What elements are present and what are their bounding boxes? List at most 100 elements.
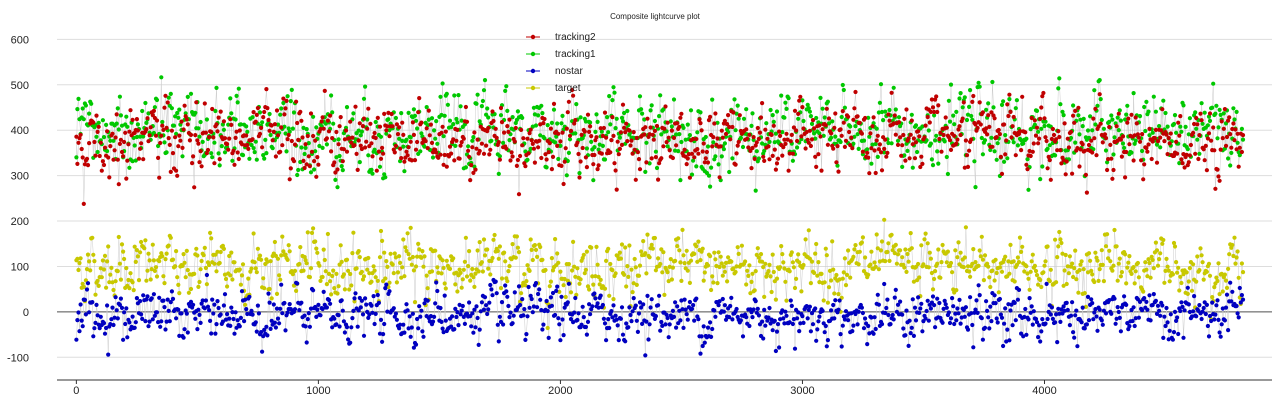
legend-label-tracking2: tracking2: [555, 32, 596, 43]
data-point-target: [98, 266, 103, 271]
data-point-target: [357, 255, 362, 260]
data-point-nostar: [1012, 300, 1017, 305]
data-point-nostar: [840, 323, 845, 328]
data-point-tracking2: [398, 146, 403, 151]
data-point-tracking1: [183, 111, 188, 116]
data-point-tracking2: [1136, 135, 1141, 140]
data-point-tracking2: [251, 110, 256, 115]
data-point-tracking2: [1082, 148, 1087, 153]
data-point-tracking2: [354, 151, 359, 156]
data-point-tracking2: [866, 155, 871, 160]
data-point-nostar: [1073, 313, 1078, 318]
data-point-target: [1132, 281, 1137, 286]
data-point-tracking2: [806, 140, 811, 145]
data-point-tracking1: [489, 138, 494, 143]
data-point-tracking2: [784, 131, 789, 136]
data-point-target: [144, 278, 149, 283]
data-point-target: [387, 280, 392, 285]
data-point-tracking2: [117, 141, 122, 146]
data-point-tracking2: [817, 123, 822, 128]
data-point-tracking1: [125, 124, 130, 129]
data-point-nostar: [401, 322, 406, 327]
data-point-tracking2: [579, 132, 584, 137]
data-point-tracking2: [76, 140, 81, 145]
data-point-tracking2: [436, 155, 441, 160]
data-point-tracking1: [479, 104, 484, 109]
data-point-target: [1220, 289, 1225, 294]
data-point-tracking2: [1186, 160, 1191, 165]
data-point-nostar: [439, 319, 444, 324]
data-point-tracking2: [908, 132, 913, 137]
data-point-tracking2: [525, 136, 530, 141]
data-point-nostar: [863, 316, 868, 321]
data-point-nostar: [1172, 309, 1178, 314]
data-point-tracking1: [806, 106, 811, 111]
data-point-nostar: [297, 308, 302, 313]
data-point-target: [1085, 270, 1091, 275]
data-point-tracking2: [592, 152, 597, 158]
data-point-tracking1: [538, 133, 543, 138]
data-point-tracking2: [359, 146, 364, 152]
data-point-target: [84, 267, 90, 272]
data-point-target: [361, 274, 367, 279]
data-point-target: [848, 275, 853, 280]
data-point-target: [1076, 290, 1081, 295]
data-point-tracking2: [589, 134, 594, 139]
data-point-target: [662, 292, 667, 297]
data-point-nostar: [1044, 281, 1049, 286]
data-point-tracking1: [221, 127, 226, 132]
data-point-nostar: [1124, 302, 1129, 307]
data-point-nostar: [441, 330, 446, 335]
data-point-tracking1: [600, 143, 606, 148]
data-point-tracking2: [799, 134, 804, 139]
data-point-target: [1119, 270, 1124, 275]
data-point-tracking1: [1088, 114, 1093, 119]
data-point-target: [138, 250, 143, 255]
data-point-tracking2: [529, 138, 534, 143]
data-point-tracking2: [378, 156, 384, 161]
data-point-tracking2: [1025, 167, 1030, 172]
data-point-nostar: [777, 345, 782, 350]
data-point-tracking2: [840, 109, 845, 114]
data-point-target: [878, 248, 884, 253]
data-point-tracking2: [404, 149, 409, 154]
data-point-tracking1: [962, 95, 967, 100]
data-point-tracking2: [618, 130, 624, 135]
data-point-nostar: [614, 317, 619, 322]
data-point-nostar: [951, 304, 956, 309]
data-point-tracking1: [754, 149, 759, 154]
data-point-tracking1: [968, 88, 973, 93]
data-point-tracking1: [1140, 148, 1145, 154]
data-point-target: [675, 244, 680, 249]
data-point-tracking1: [169, 106, 174, 111]
data-point-target: [916, 261, 921, 267]
data-point-nostar: [788, 298, 793, 303]
data-point-tracking2: [1091, 116, 1096, 121]
data-point-target: [1164, 256, 1169, 261]
data-point-tracking1: [366, 153, 371, 158]
data-point-tracking1: [768, 107, 773, 113]
data-point-tracking2: [1203, 143, 1208, 148]
data-point-target: [1082, 291, 1087, 296]
data-point-target: [761, 265, 766, 270]
data-point-nostar: [377, 331, 383, 336]
data-point-target: [1146, 257, 1151, 262]
data-point-nostar: [596, 305, 601, 310]
data-point-tracking2: [1030, 149, 1035, 154]
data-point-tracking2: [1133, 115, 1138, 120]
data-point-tracking2: [527, 131, 532, 136]
data-point-tracking2: [178, 138, 183, 143]
data-point-target: [442, 281, 447, 286]
data-point-nostar: [893, 287, 898, 292]
data-point-target: [399, 275, 404, 280]
data-point-tracking2: [922, 135, 927, 140]
data-point-tracking1: [599, 129, 604, 134]
data-point-tracking1: [1003, 133, 1008, 138]
data-point-tracking2: [689, 151, 695, 156]
data-point-nostar: [267, 300, 272, 305]
data-point-target: [1067, 254, 1072, 259]
data-point-tracking2: [541, 121, 546, 126]
data-point-tracking2: [820, 127, 825, 132]
data-point-target: [682, 261, 687, 266]
data-point-tracking2: [1058, 148, 1063, 153]
